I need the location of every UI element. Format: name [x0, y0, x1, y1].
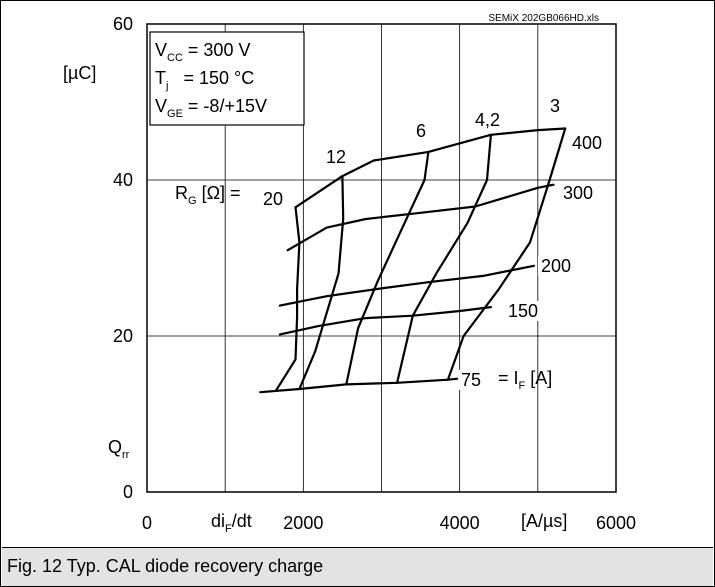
rg-label: RG [Ω] =: [175, 183, 241, 207]
conditions-box-border: [149, 31, 305, 126]
series-label-rg-20: 20: [263, 189, 283, 209]
series-label-rg-3: 3: [550, 96, 560, 116]
source-tag: SEMiX 202GB066HD.xls: [488, 13, 599, 24]
series-line-if-200: [278, 264, 535, 307]
series-label-if-150: 150: [508, 301, 538, 321]
label-background: [323, 147, 351, 167]
y-unit-label: [µC]: [63, 63, 96, 83]
y-axis-label: Qrr: [108, 437, 130, 461]
label-background: [505, 301, 543, 321]
label-background: [560, 183, 598, 203]
y-tick-label: 20: [113, 326, 133, 346]
series-label-rg-12: 12: [326, 147, 346, 167]
series-line-rg-20: [274, 206, 301, 392]
series-label-if-300: 300: [563, 183, 593, 203]
caption-text: Fig. 12 Typ. CAL diode recovery charge: [7, 556, 324, 576]
series-layer: [259, 127, 567, 394]
x-tick-label: 6000: [596, 513, 636, 533]
label-background: [458, 370, 486, 390]
y-tick-label: 0: [123, 482, 133, 502]
series-line-if-300: [286, 183, 555, 252]
if-label: = IF [A]: [498, 368, 552, 392]
label-background: [472, 110, 510, 130]
y-tick-label: 60: [113, 14, 133, 34]
label-background: [413, 121, 431, 141]
conditions-box: VCC = 300 V Tj = 150 °C VGE = -8/+15V: [149, 31, 305, 126]
series-line-rg-4-2: [396, 133, 492, 384]
series-label-rg-6: 6: [416, 121, 426, 141]
condition-tj: Tj = 150 °C: [155, 68, 254, 92]
chart: 0 2000 4000 6000 0 20 40 60 75 150 200 300 400 20 12 6 4…: [63, 13, 636, 535]
figure-caption: Fig. 12 Typ. CAL diode recovery charge: [2, 547, 713, 586]
x-unit-label: [A/µs]: [521, 511, 567, 531]
series-line-rg-12: [298, 175, 345, 391]
x-tick-label: 0: [142, 513, 152, 533]
x-axis-label: diF/dt: [211, 511, 252, 535]
tick-labels: 0 2000 4000 6000 0 20 40 60 75 150 200 300 400 20 12 6 4…: [113, 14, 636, 533]
x-tick-label: 4000: [440, 513, 480, 533]
label-background: [260, 189, 288, 209]
condition-vge: VGE = -8/+15V: [155, 96, 267, 120]
label-background: [547, 96, 565, 116]
series-label-if-75: 75: [461, 370, 481, 390]
series-label-if-400: 400: [572, 133, 602, 153]
series-label-rg-4-2: 4,2: [475, 110, 500, 130]
condition-vcc: VCC = 300 V: [155, 40, 250, 64]
series-line-if-75: [259, 376, 473, 394]
y-tick-label: 40: [113, 170, 133, 190]
label-background: [538, 256, 576, 276]
plot-area-border: [146, 23, 617, 493]
series-line-rg-3: [446, 127, 567, 381]
series-line-rg-6: [345, 150, 430, 386]
series-label-if-200: 200: [541, 256, 571, 276]
series-line-if-150: [278, 306, 492, 336]
x-tick-label: 2000: [283, 513, 323, 533]
label-background: [569, 133, 607, 153]
